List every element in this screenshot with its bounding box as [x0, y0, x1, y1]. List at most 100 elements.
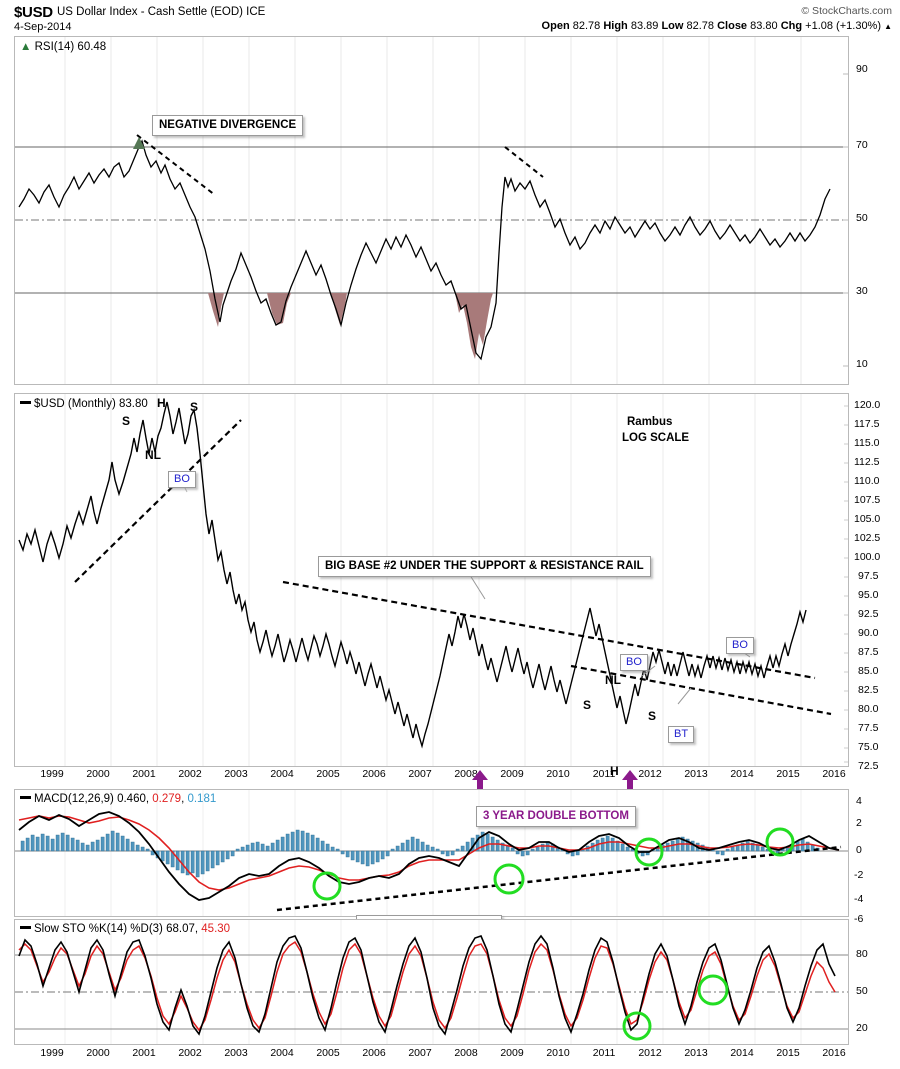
price-ytick-75: 75.0 — [858, 741, 879, 753]
quote-bar: Open 82.78 High 83.89 Low 82.78 Close 83… — [542, 20, 892, 32]
xaxis-year-label: 1999 — [40, 1047, 64, 1059]
xaxis-year-label: 2016 — [822, 1047, 846, 1059]
xaxis-year-label: 2008 — [454, 768, 478, 780]
price-ytick-105: 105.0 — [854, 513, 881, 525]
price-ytick-110: 110.0 — [854, 475, 880, 487]
price-ytick-115: 115.0 — [854, 437, 880, 449]
pattern-label-shoulder-left-2: S — [583, 698, 592, 712]
annotation-big-base: BIG BASE #2 UNDER THE SUPPORT & RESISTAN… — [318, 556, 651, 577]
price-panel: $USD (Monthly) 83.80 — [14, 393, 849, 767]
price-ytick-90: 90.0 — [858, 627, 879, 639]
pattern-tag-breakout-2: BO — [620, 654, 648, 671]
stoch-ytick-20: 20 — [856, 1022, 868, 1034]
high-value: 83.89 — [630, 20, 659, 32]
xaxis-year-label: 2012 — [638, 768, 662, 780]
line-swatch-icon — [20, 401, 31, 405]
price-ytick-72-5: 72.5 — [858, 760, 879, 772]
chart-symbol: $USD — [14, 4, 53, 21]
rsi-panel: ▲ RSI(14) 60.48 — [14, 36, 849, 385]
price-ytick-120: 120.0 — [854, 399, 881, 411]
log-scale-label: LOG SCALE — [622, 432, 690, 444]
high-label: High — [603, 20, 628, 32]
macd-line-swatch-icon — [20, 796, 31, 800]
author-watermark: Rambus — [627, 416, 673, 428]
xaxis-year-label: 2001 — [132, 1047, 156, 1059]
macd-signal-value: 0.279 — [152, 793, 182, 805]
macd-ytick-4: 4 — [856, 795, 862, 807]
pattern-tag-breakout-3: BO — [726, 637, 754, 654]
double-bottom-arrow-left-icon — [472, 770, 488, 790]
stoch-d-value: 45.30 — [201, 923, 231, 935]
up-arrow-icon: ▲ — [884, 22, 892, 31]
xaxis-year-label: 2009 — [500, 1047, 524, 1059]
xaxis-year-label: 2015 — [776, 768, 800, 780]
xaxis-year-label: 2005 — [316, 768, 340, 780]
price-ytick-87-5: 87.5 — [858, 646, 879, 658]
macd-ytick-minus4: -4 — [854, 893, 864, 905]
rsi-ytick-70: 70 — [856, 139, 868, 151]
annotation-negative-divergence: NEGATIVE DIVERGENCE — [152, 115, 304, 136]
xaxis-year-label: 2013 — [684, 1047, 708, 1059]
xaxis-year-label: 2016 — [822, 768, 846, 780]
pattern-label-neckline-2: NL — [605, 673, 621, 687]
stochastic-panel: Slow STO %K(14) %D(3) 68.07, 45.30 — [14, 919, 849, 1045]
price-ytick-95: 95.0 — [858, 589, 879, 601]
macd-legend-name: MACD(12,26,9) — [34, 793, 114, 805]
price-ytick-97-5: 97.5 — [858, 570, 879, 582]
xaxis-year-label: 2011 — [592, 768, 616, 780]
close-label: Close — [717, 20, 748, 32]
pattern-tag-breakout-1: BO — [168, 471, 196, 488]
close-value: 83.80 — [750, 20, 778, 32]
xaxis-year-label: 2011 — [592, 1047, 616, 1059]
price-ytick-100: 100.0 — [854, 551, 881, 563]
price-plot — [18, 394, 832, 766]
price-ytick-112-5: 112.5 — [854, 456, 880, 468]
xaxis-year-label: 2001 — [132, 768, 156, 780]
low-label: Low — [661, 20, 684, 32]
chart-description: US Dollar Index - Cash Settle (EOD) ICE — [57, 6, 266, 18]
macd-legend: MACD(12,26,9) 0.460, 0.279, 0.181 — [20, 793, 216, 805]
pattern-label-head-1: H — [157, 396, 166, 410]
xaxis-year-label: 2014 — [730, 1047, 754, 1059]
double-bottom-arrow-right-icon — [622, 770, 638, 790]
stockcharts-copyright: © StockCharts.com — [801, 5, 892, 17]
rsi-ytick-10: 10 — [856, 358, 868, 370]
open-label: Open — [541, 20, 570, 32]
pattern-label-head-2: H — [610, 764, 619, 778]
macd-ytick-minus2: -2 — [854, 869, 864, 881]
xaxis-year-label: 2010 — [546, 1047, 570, 1059]
xaxis-year-label: 2010 — [546, 768, 570, 780]
xaxis-year-label: 2012 — [638, 1047, 662, 1059]
price-ytick-80: 80.0 — [858, 703, 879, 715]
price-legend: $USD (Monthly) 83.80 — [20, 398, 148, 410]
stoch-k-value: 68.07 — [166, 923, 195, 935]
xaxis-year-label: 2004 — [270, 768, 294, 780]
open-value: 82.78 — [572, 20, 601, 32]
macd-hist-value: 0.181 — [187, 793, 217, 805]
macd-plot — [15, 790, 848, 916]
price-ytick-77-5: 77.5 — [858, 722, 879, 734]
xaxis-year-label: 2002 — [178, 768, 202, 780]
xaxis-year-label: 2013 — [684, 768, 708, 780]
xaxis-year-label: 2003 — [224, 1047, 248, 1059]
stoch-legend: Slow STO %K(14) %D(3) 68.07, 45.30 — [20, 923, 230, 935]
pattern-tag-backtest-2: BT — [668, 726, 695, 743]
macd-value: 0.460 — [117, 793, 146, 805]
pattern-label-shoulder-right-1: S — [190, 400, 199, 414]
rsi-plot — [15, 37, 848, 384]
rsi-legend-value: 60.48 — [77, 41, 107, 53]
chg-value: +1.08 (+1.30%) — [805, 20, 882, 32]
rsi-ytick-90: 90 — [856, 63, 868, 75]
chg-label: Chg — [780, 20, 803, 32]
macd-ytick-0: 0 — [856, 844, 862, 856]
xaxis-year-label: 2003 — [224, 768, 248, 780]
xaxis-year-label: 2004 — [270, 1047, 294, 1059]
rsi-ytick-30: 30 — [856, 285, 868, 297]
xaxis-year-label: 2000 — [86, 768, 110, 780]
price-ytick-82-5: 82.5 — [858, 684, 879, 696]
macd-panel: MACD(12,26,9) 0.460, 0.279, 0.181 — [14, 789, 849, 917]
price-legend-name: $USD (Monthly) — [34, 398, 116, 410]
rsi-ytick-50: 50 — [856, 212, 868, 224]
stoch-legend-name: Slow STO %K(14) %D(3) — [34, 923, 163, 935]
